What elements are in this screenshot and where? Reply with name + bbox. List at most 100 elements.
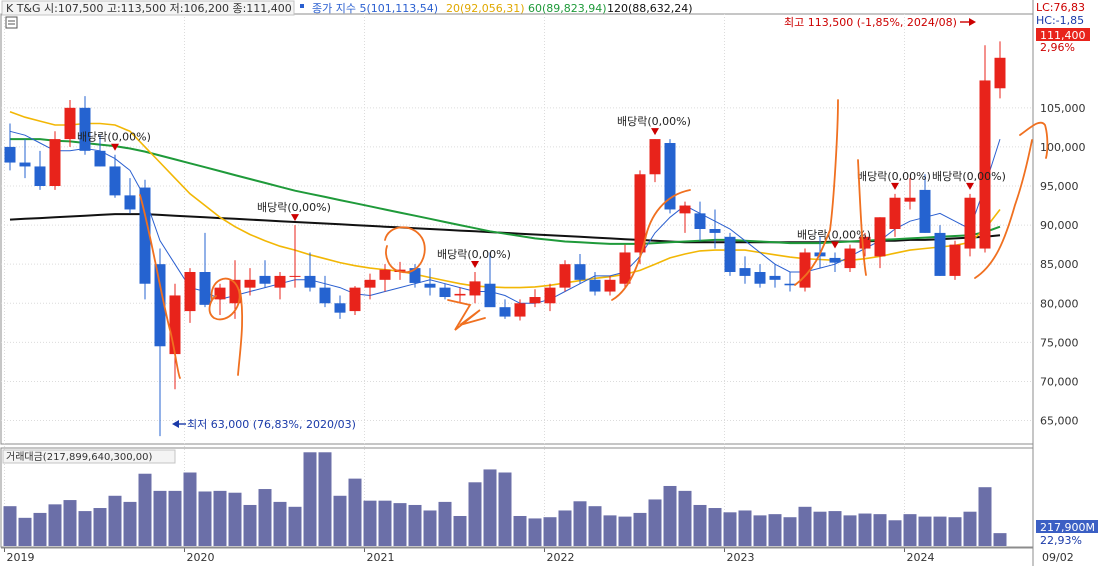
candle-body xyxy=(334,303,346,313)
ma5-legend: 종가 지수 5(101,113,54) xyxy=(312,2,438,15)
candle-body xyxy=(349,287,361,312)
volume-bar xyxy=(33,512,47,546)
candle-body xyxy=(4,146,16,163)
volume-bar xyxy=(783,517,797,546)
candle-body xyxy=(559,264,571,288)
volume-bar xyxy=(873,514,887,546)
candle-body xyxy=(664,143,676,210)
candle-body xyxy=(859,236,871,249)
candle-body xyxy=(889,197,901,229)
volume-bar xyxy=(378,500,392,546)
candle-body xyxy=(829,257,841,263)
volume-bar xyxy=(708,508,722,546)
volume-bar xyxy=(678,490,692,546)
change-percent: 2,96% xyxy=(1040,41,1075,54)
price-tick-label: 85,000 xyxy=(1040,258,1079,271)
candle-body xyxy=(109,166,121,196)
volume-bar xyxy=(903,514,917,546)
volume-bar xyxy=(63,500,77,546)
volume-bar xyxy=(318,452,332,546)
candle-body xyxy=(64,107,76,140)
candle-body xyxy=(454,293,466,296)
dividend-label: 배당락(0,00%) xyxy=(257,201,331,214)
dividend-arrow xyxy=(291,214,299,222)
candle-body xyxy=(184,272,196,312)
candle-body xyxy=(529,297,541,304)
volume-bar xyxy=(393,503,407,546)
volume-bar xyxy=(918,516,932,546)
volume-bar xyxy=(453,515,467,546)
header-bg xyxy=(1,0,295,16)
candle-body xyxy=(634,174,646,253)
price-tick-label: 70,000 xyxy=(1040,375,1079,388)
price-tick-label: 100,000 xyxy=(1040,141,1086,154)
candle-body xyxy=(994,57,1006,89)
candle-body xyxy=(649,139,661,175)
volume-bar xyxy=(93,508,107,546)
candle-body xyxy=(679,205,691,214)
volume-bar xyxy=(348,478,362,546)
volume-bar xyxy=(48,504,62,546)
volume-bar xyxy=(723,512,737,546)
volume-bar xyxy=(648,499,662,546)
candle-body xyxy=(484,283,496,308)
volume-bar xyxy=(933,516,947,546)
candle-body xyxy=(514,303,526,317)
candle-body xyxy=(499,307,511,317)
volume-bar xyxy=(363,500,377,546)
candle-body xyxy=(919,189,931,233)
candle-body xyxy=(139,187,151,284)
candle-body xyxy=(304,275,316,288)
volume-badge xyxy=(1036,520,1098,533)
volume-bar xyxy=(738,510,752,546)
candle-body xyxy=(799,252,811,288)
candle-body xyxy=(784,283,796,286)
volume-bar xyxy=(498,472,512,546)
volume-bar xyxy=(663,485,677,546)
volume-bar xyxy=(858,513,872,546)
dividend-label: 배당락(0,00%) xyxy=(77,131,151,144)
candles xyxy=(4,41,1006,437)
candle-body xyxy=(754,272,766,284)
volume-bar xyxy=(588,506,602,546)
volume-bar xyxy=(828,511,842,546)
volume-bar xyxy=(288,506,302,546)
volume-value: 217,900M xyxy=(1040,521,1095,534)
candle-body xyxy=(844,248,856,269)
date-tick-label: 2020 xyxy=(187,551,215,564)
date-tick-label: 2024 xyxy=(907,551,935,564)
current-price: 111,400 xyxy=(1040,29,1086,42)
candle-body xyxy=(709,229,721,233)
volume-bar xyxy=(813,511,827,546)
volume-bar xyxy=(543,517,557,546)
volume-bar xyxy=(603,515,617,546)
candle-body xyxy=(244,279,256,288)
candle-body xyxy=(904,197,916,202)
date-axis-labels: 2019 2020 2021 2022 2023 2024 09/02 xyxy=(7,551,1074,564)
dividend-arrow xyxy=(891,182,899,190)
volume-bar xyxy=(528,518,542,546)
ohlc-header: K T&G 시:107,500 고:113,500 저:106,200 종:11… xyxy=(6,2,292,15)
candle-body xyxy=(544,287,556,304)
lc-label: LC:76,83 xyxy=(1036,1,1085,14)
volume-bar xyxy=(753,515,767,546)
date-tick-label: 2021 xyxy=(367,551,395,564)
candle-body xyxy=(694,213,706,229)
candle-body xyxy=(934,232,946,276)
candle-body xyxy=(94,150,106,167)
price-tick-label: 90,000 xyxy=(1040,219,1079,232)
candle-body xyxy=(49,139,61,186)
ma20-legend: 20(92,056,31) xyxy=(446,2,525,15)
current-price-badge xyxy=(1036,28,1090,41)
dividend-arrow xyxy=(966,182,974,190)
settings-icon[interactable] xyxy=(5,16,18,29)
candle-body xyxy=(274,275,286,288)
candle-body xyxy=(34,166,46,186)
volume-bar xyxy=(768,514,782,546)
dividend-arrow xyxy=(111,143,119,151)
candle-body xyxy=(619,252,631,284)
volume-bar xyxy=(573,501,587,546)
ma5-legend-marker xyxy=(300,4,304,8)
volume-bar xyxy=(123,501,137,546)
